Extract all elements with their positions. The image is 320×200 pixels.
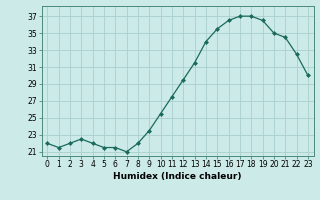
X-axis label: Humidex (Indice chaleur): Humidex (Indice chaleur) <box>113 172 242 181</box>
